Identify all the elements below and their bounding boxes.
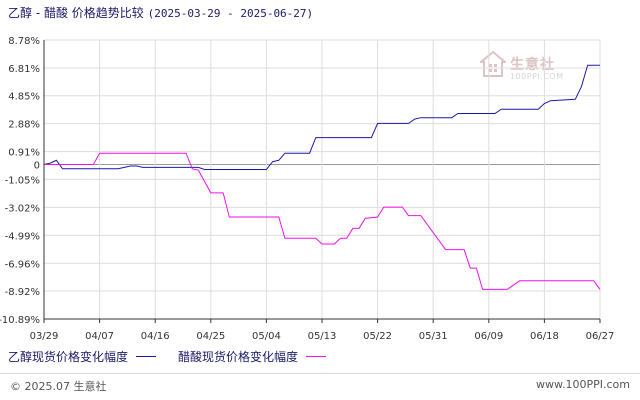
watermark-logo: 生意社 100PPI.COM (478, 50, 590, 92)
footer-link[interactable]: www.100PPI.com (536, 378, 630, 391)
y-tick-label: 2.88% (8, 120, 40, 131)
watermark-text: 生意社 (510, 57, 555, 73)
x-tick-label: 05/31 (419, 331, 448, 342)
y-tick-label: -6.96% (5, 259, 40, 270)
footer-divider (0, 373, 640, 374)
chart-series (43, 64, 601, 290)
footer: © 2025.07 生意社 www.100PPI.com (0, 376, 640, 400)
series-line-ethanol (43, 64, 600, 170)
y-tick-label: -4.99% (5, 231, 40, 242)
chart-date-range: (2025-03-29 - 2025-06-27) (147, 7, 314, 20)
y-tick-label: -1.05% (5, 175, 40, 186)
chart-legend: 乙醇现货价格变化幅度 醋酸现货价格变化幅度 (8, 348, 348, 365)
x-tick-label: 04/16 (141, 331, 170, 342)
y-tick-label: 4.85% (8, 92, 40, 103)
y-tick-label: -3.02% (5, 203, 40, 214)
x-tick-label: 06/09 (474, 331, 503, 342)
watermark-url: 100PPI.COM (510, 72, 564, 81)
x-tick-label: 05/22 (363, 331, 392, 342)
house-icon (478, 50, 508, 77)
x-tick-label: 04/07 (85, 331, 114, 342)
x-tick-label: 03/29 (30, 331, 59, 342)
y-axis-ticks: 8.78% 6.81% 4.85% 2.88% 0.91% 0 -1.05% -3.02% -4… (0, 36, 40, 326)
line-chart: 8.78% 6.81% 4.85% 2.88% 0.91% 0 -1.05% -3.02% -4… (0, 36, 615, 342)
x-tick-label: 04/25 (196, 331, 225, 342)
footer-copyright: © 2025.07 生意社 (10, 380, 107, 393)
x-tick-label: 05/04 (252, 331, 281, 342)
chart-title-text: 乙醇 - 醋酸 价格趋势比较 (8, 6, 144, 20)
x-axis-ticks: 03/29 04/07 04/16 04/25 05/04 05/13 05/22 05/31… (30, 319, 615, 342)
series-line-acetic-acid (44, 152, 601, 290)
legend-label-acetic-acid: 醋酸现货价格变化幅度 (178, 350, 299, 364)
y-tick-label: -8.92% (5, 287, 40, 298)
legend-swatch-acetic-acid (306, 356, 327, 357)
chart-title: 乙醇 - 醋酸 价格趋势比较 (2025-03-29 - 2025-06-27) (8, 4, 313, 21)
x-tick-label: 06/27 (586, 331, 615, 342)
y-tick-label: 8.78% (8, 36, 40, 47)
chart-axes (43, 40, 600, 320)
legend-item-acetic-acid: 醋酸现货价格变化幅度 (178, 348, 327, 365)
legend-item-ethanol: 乙醇现货价格变化幅度 (8, 348, 157, 365)
legend-swatch-ethanol (136, 356, 157, 357)
y-tick-label: -10.89% (0, 315, 40, 326)
y-tick-label: 0.91% (8, 148, 40, 159)
chart-grid (43, 39, 601, 320)
x-tick-label: 06/18 (530, 331, 559, 342)
legend-label-ethanol: 乙醇现货价格变化幅度 (8, 350, 129, 364)
x-tick-label: 05/13 (308, 331, 337, 342)
y-tick-label: 0 (34, 161, 40, 172)
y-tick-label: 6.81% (8, 64, 40, 75)
